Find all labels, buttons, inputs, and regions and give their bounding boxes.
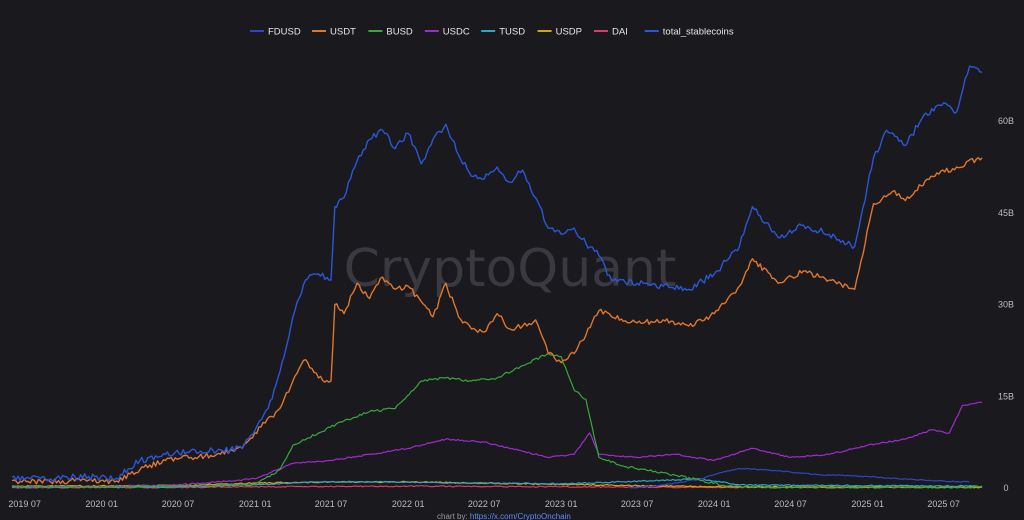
legend-item-fdusd[interactable]: FDUSD	[250, 27, 301, 38]
watermark-layer: CryptoQuant	[344, 239, 677, 299]
y-axis: 0 15B 30B 45B 60B	[998, 116, 1014, 493]
series-line-usdt[interactable]	[11, 157, 983, 485]
legend-item-usdt[interactable]: USDT	[312, 27, 356, 38]
x-tick-label: 2021 07	[315, 499, 348, 509]
series-line-total_stablecoins[interactable]	[11, 65, 983, 482]
x-tick-label: 2024 07	[774, 499, 807, 509]
x-tick-label: 2020 07	[162, 499, 195, 509]
legend-label: USDP	[556, 27, 582, 38]
x-axis: 2019 07 2020 01 2020 07 2021 01 2021 07 2022 …	[8, 499, 960, 509]
x-tick-label: 2021 01	[239, 499, 272, 509]
legend-label: USDT	[330, 27, 356, 38]
source-link[interactable]: https://x.com/CryptoOnchain	[470, 512, 571, 520]
legend-item-total_stablecoins[interactable]: total_stablecoins	[644, 27, 734, 38]
y-tick-label: 45B	[998, 208, 1014, 218]
source-credit: chart by: https://x.com/CryptoOnchain	[437, 512, 571, 520]
legend-label: FDUSD	[268, 27, 301, 38]
y-tick-label: 60B	[998, 116, 1014, 126]
x-tick-label: 2025 07	[927, 499, 960, 509]
series-line-busd[interactable]	[11, 352, 983, 489]
y-tick-label: 30B	[998, 300, 1014, 310]
legend-item-dai[interactable]: DAI	[594, 27, 628, 38]
x-tick-label: 2022 07	[468, 499, 501, 509]
legend-label: total_stablecoins	[663, 27, 734, 38]
legend-label: DAI	[612, 27, 628, 38]
y-tick-label: 15B	[998, 391, 1014, 401]
x-tick-label: 2023 07	[621, 499, 654, 509]
legend-item-tusd[interactable]: TUSD	[481, 27, 525, 38]
x-tick-label: 2019 07	[8, 499, 41, 509]
series-line-usdc[interactable]	[11, 401, 983, 488]
x-tick-label: 2025 01	[851, 499, 884, 509]
legend-item-usdp[interactable]: USDP	[537, 27, 582, 38]
legend-item-usdc[interactable]: USDC	[424, 27, 470, 38]
x-tick-label: 2024 01	[698, 499, 731, 509]
x-tick-label: 2020 01	[85, 499, 118, 509]
series-line-fdusd[interactable]	[630, 467, 970, 489]
legend-label: USDC	[443, 27, 470, 38]
x-tick-label: 2022 01	[392, 499, 425, 509]
source-prefix: chart by:	[437, 512, 470, 520]
series-layer	[11, 65, 983, 489]
legend-item-busd[interactable]: BUSD	[368, 27, 413, 38]
legend[interactable]: FDUSD USDT BUSD USDC TUSD USDP DAI total_stable…	[250, 27, 734, 38]
y-tick-label: 0	[1003, 483, 1008, 493]
legend-label: BUSD	[386, 27, 413, 38]
x-tick-label: 2023 01	[545, 499, 578, 509]
watermark: CryptoQuant	[344, 239, 677, 299]
legend-label: TUSD	[499, 27, 525, 38]
